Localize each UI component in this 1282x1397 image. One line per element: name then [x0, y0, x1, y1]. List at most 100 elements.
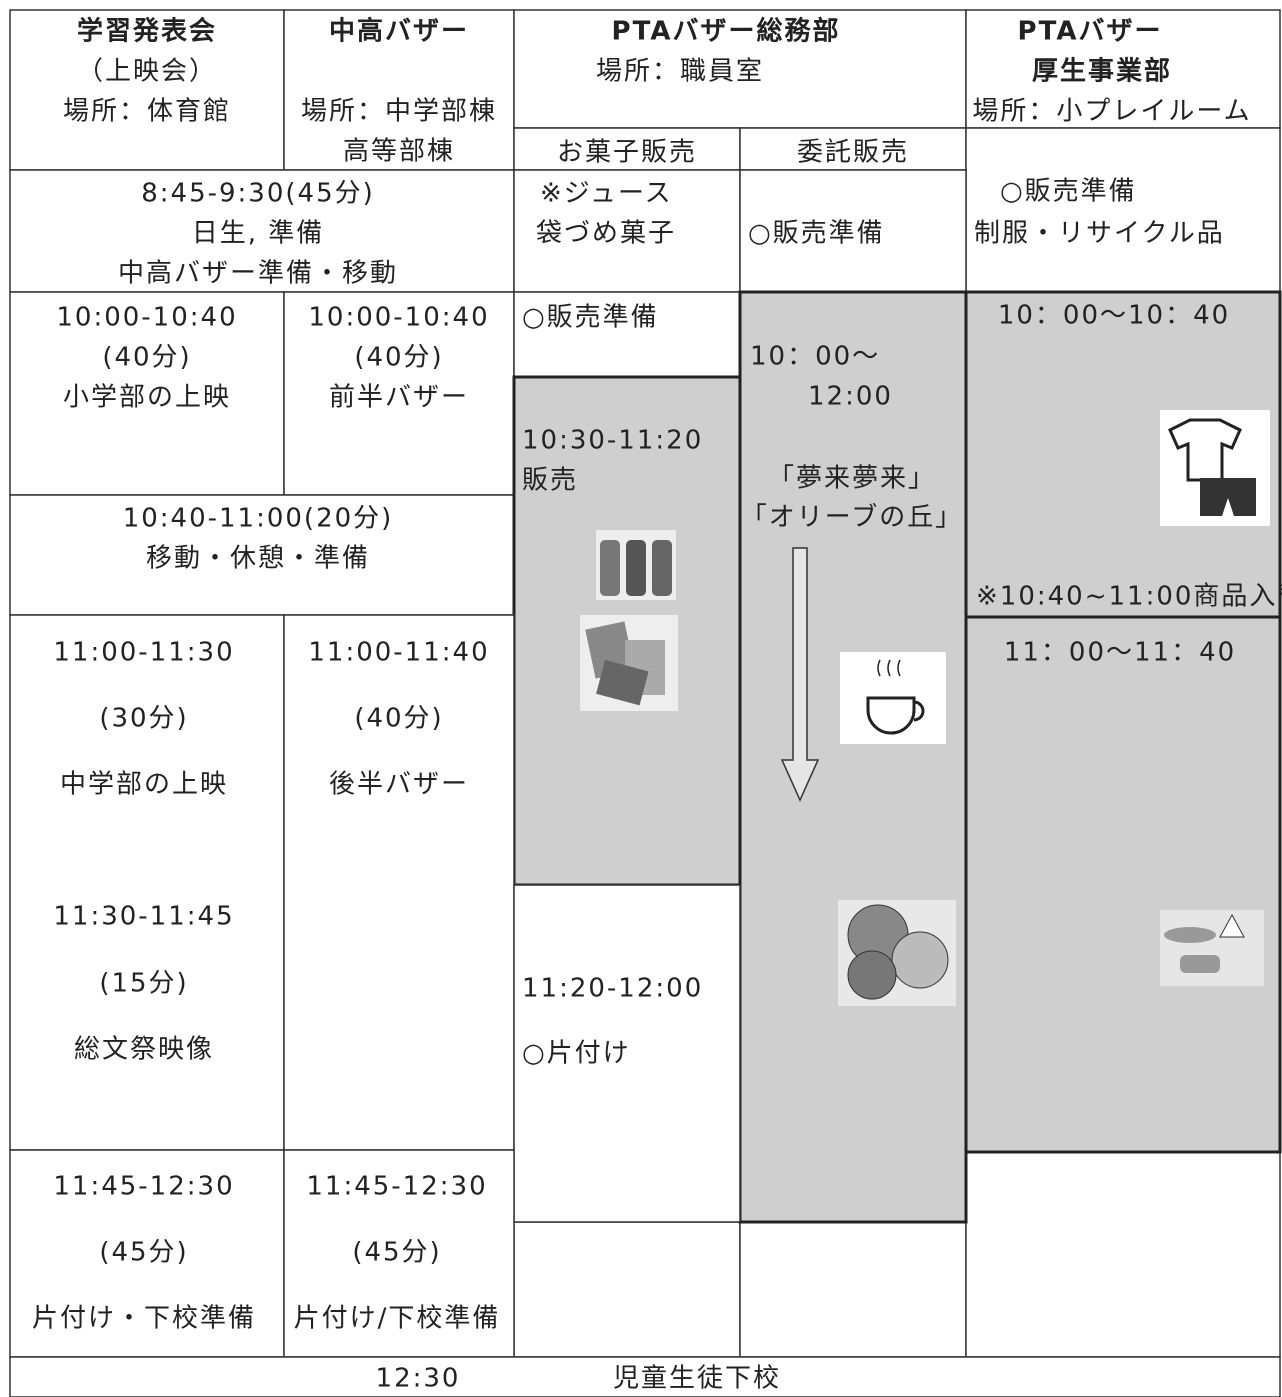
handle — [913, 700, 925, 722]
cell — [513, 9, 967, 129]
cell — [9, 9, 285, 171]
toys-icon — [1160, 910, 1264, 986]
cell-text: 10:00-10:40 — [56, 303, 237, 333]
cell-text: 場所：中学部棟 — [301, 97, 497, 127]
cell-text: PTAバザー総務部 — [612, 16, 841, 47]
cell-text: 11:20-12:00 — [522, 974, 703, 1004]
cell-text: 委託販売 — [797, 138, 909, 168]
cell — [965, 127, 1281, 293]
cell-text: 10:30-11:20 — [522, 426, 703, 456]
cell-text: 場所：職員室 — [596, 57, 764, 87]
cell-text: ※ジュース — [540, 179, 673, 209]
cell-text: 日生, 準備 — [192, 219, 325, 249]
cell-text: (40分) — [102, 343, 191, 373]
cell-text: 12:30 — [376, 1364, 461, 1394]
cell-text: 小学部の上映 — [63, 383, 231, 413]
cell-text: 11:00-11:30 — [53, 638, 234, 668]
cell-text: 片付け・下校準備 — [32, 1304, 256, 1334]
cell-text: 厚生事業部 — [1032, 57, 1172, 87]
cell-text: (40分) — [354, 704, 443, 734]
cell-text: (30分) — [99, 704, 188, 734]
cell-text: 11:45-12:30 — [306, 1172, 487, 1202]
highlight-cell — [738, 290, 968, 1224]
cell-text: 11:30-11:45 — [53, 902, 234, 932]
cell-text: (45分) — [352, 1238, 441, 1268]
cell — [513, 127, 741, 171]
cell-text: 制服・リサイクル品 — [974, 219, 1225, 249]
cell-text: (45分) — [99, 1238, 188, 1268]
cell-text: 10：00～10：40 — [998, 301, 1230, 331]
plane — [1164, 927, 1216, 943]
cell-text: ○片付け — [522, 1039, 631, 1069]
cell-text: 場所：体育館 — [63, 97, 231, 127]
cell-text: 場所：小プレイルーム — [972, 97, 1251, 127]
empty-cell — [739, 1221, 967, 1358]
bottle — [652, 540, 672, 596]
bottles-icon — [596, 530, 676, 600]
cell — [9, 614, 285, 1151]
cell-text: ○販売準備 — [522, 303, 659, 333]
cell — [9, 1356, 1281, 1397]
cookie — [847, 950, 897, 1000]
cell-text: 11:45-12:30 — [53, 1172, 234, 1202]
empty-cell — [965, 1151, 1281, 1358]
cell — [283, 291, 515, 496]
cell-text: 10:40-11:00(20分) — [123, 504, 394, 534]
cell — [9, 291, 285, 496]
cell-text: 10：00～ — [750, 342, 880, 372]
cell-text: 12:00 — [808, 382, 893, 412]
cell-text: 11:00-11:40 — [308, 638, 489, 668]
cell-text: 児童生徒下校 — [613, 1364, 781, 1394]
cell-text: 販売 — [522, 466, 578, 496]
cell-text: 中高バザー — [329, 16, 469, 47]
cell-text: 中学部の上映 — [60, 770, 228, 800]
cookie — [891, 931, 949, 989]
snack — [596, 659, 649, 706]
down-arrow — [780, 547, 820, 802]
cookies-icon — [838, 900, 956, 1006]
snack — [585, 621, 635, 679]
cell-text: 片付け/下校準備 — [294, 1304, 501, 1334]
coffee-icon — [840, 652, 946, 744]
cell-text: 袋づめ菓子 — [536, 219, 676, 249]
cell-text: 10:00-10:40 — [308, 303, 489, 333]
bottle — [626, 540, 646, 596]
cell — [283, 1149, 515, 1358]
cell-text: 移動・休憩・準備 — [146, 544, 370, 574]
cell — [283, 614, 515, 1151]
clothes-icon — [1160, 410, 1270, 526]
cell-text: PTAバザー — [1018, 17, 1163, 47]
shorts — [1200, 478, 1256, 516]
cell — [513, 169, 741, 293]
cell-text: 「夢来夢来」 — [768, 464, 936, 494]
shirt — [1168, 418, 1242, 482]
cell-text: 11：00～11：40 — [1004, 638, 1236, 668]
cell — [513, 291, 741, 378]
cell-text: 後半バザー — [329, 770, 469, 800]
cell — [9, 1149, 285, 1358]
cup — [866, 696, 916, 735]
car — [1180, 955, 1220, 973]
cell-text: 中高バザー準備・移動 — [118, 259, 398, 289]
icons — [580, 410, 1270, 1006]
cell-text: お菓子販売 — [557, 138, 697, 168]
cell-text: ○販売準備 — [1000, 177, 1137, 207]
bottle — [600, 540, 620, 596]
icon-bg — [1160, 910, 1264, 986]
snacks-icon — [580, 615, 678, 711]
cell-text: 学習発表会 — [77, 16, 217, 47]
cell — [739, 169, 967, 293]
cell-text: 総文祭映像 — [74, 1035, 214, 1065]
cell — [283, 9, 515, 171]
cell-text: (15分) — [99, 969, 188, 999]
empty-cell — [513, 1221, 741, 1358]
cell-text: ○販売準備 — [748, 219, 885, 249]
rocket — [1219, 913, 1245, 938]
cell — [9, 494, 515, 616]
cell-text: ※10:40~11:00商品入替 — [976, 582, 1282, 612]
cell-text: (40分) — [354, 343, 443, 373]
cell-text: 高等部棟 — [343, 137, 455, 167]
